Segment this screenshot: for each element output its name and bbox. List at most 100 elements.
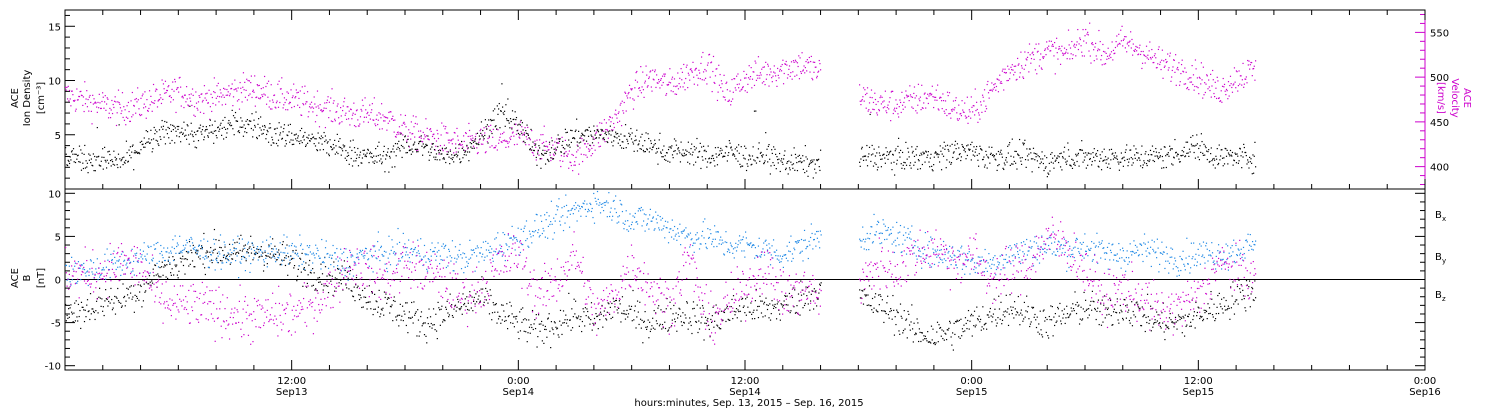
- bx-series-point: [989, 311, 991, 313]
- density-series-point: [977, 159, 979, 161]
- density-series-point: [319, 149, 321, 151]
- bx-series-point: [637, 311, 639, 313]
- velocity-series-point: [328, 117, 330, 119]
- density-series-point: [1022, 144, 1025, 146]
- velocity-series-point: [166, 89, 169, 92]
- density-series-point: [746, 163, 748, 165]
- velocity-series-point: [472, 137, 474, 139]
- bx-series-point: [1141, 306, 1143, 308]
- density-series-point: [110, 165, 112, 167]
- velocity-series-point: [984, 110, 986, 112]
- density-series-point: [414, 148, 416, 151]
- velocity-series-point: [656, 74, 658, 76]
- velocity-series-point: [1029, 54, 1031, 56]
- velocity-series-point: [515, 133, 518, 135]
- density-series-point: [471, 147, 473, 149]
- velocity-series-point: [347, 106, 349, 108]
- velocity-series-point: [1152, 62, 1154, 64]
- density-series-point: [316, 149, 319, 152]
- density-series-point: [280, 126, 282, 128]
- density-series-point: [205, 126, 208, 128]
- bx-series-point: [108, 296, 111, 298]
- bx-series-point: [146, 278, 148, 280]
- velocity-series-point: [710, 62, 712, 64]
- bx-series-point: [516, 321, 519, 323]
- density-series-point: [913, 155, 916, 158]
- density-series-point: [101, 156, 103, 158]
- velocity-series-point: [164, 80, 167, 82]
- density-series-point: [334, 139, 336, 141]
- velocity-series-point: [453, 131, 455, 134]
- density-series-point: [724, 152, 726, 154]
- velocity-series-point: [651, 90, 653, 92]
- density-series-point: [459, 161, 461, 164]
- density-series-point: [246, 131, 248, 134]
- velocity-series-point: [444, 128, 446, 130]
- bx-series-point: [918, 328, 920, 330]
- velocity-series-point: [859, 100, 861, 102]
- bx-series-point: [241, 250, 243, 252]
- velocity-series-point: [420, 130, 422, 132]
- bx-series-point: [627, 313, 630, 315]
- density-series-point: [722, 156, 724, 158]
- density-series-point: [1231, 155, 1233, 157]
- velocity-series-point: [1115, 41, 1117, 43]
- density-series-point: [477, 143, 479, 145]
- density-series-point: [152, 148, 154, 150]
- density-series-point: [630, 138, 633, 140]
- bx-series-point: [173, 259, 175, 261]
- density-series-point: [773, 146, 775, 148]
- velocity-series-point: [584, 143, 586, 145]
- bx-series-point: [600, 313, 602, 315]
- density-series-point: [379, 160, 381, 162]
- bx-series-point: [759, 295, 761, 297]
- bx-series-point: [133, 285, 135, 287]
- bx-series-point: [915, 333, 917, 335]
- bx-series-point: [657, 307, 659, 309]
- density-series-point: [448, 156, 450, 158]
- bx-series-point: [946, 329, 948, 331]
- velocity-series-point: [1011, 69, 1013, 71]
- bx-series-point: [452, 316, 454, 318]
- density-series-point: [589, 130, 592, 132]
- density-series-point: [184, 129, 186, 131]
- bx-series-point: [1001, 319, 1004, 321]
- density-series-point: [626, 140, 629, 142]
- bx-series-point: [689, 321, 692, 323]
- density-series-point: [220, 122, 222, 124]
- bx-series-point: [803, 304, 806, 307]
- density-series-point: [702, 159, 704, 161]
- density-series-point: [414, 141, 416, 143]
- bx-series-point: [973, 324, 975, 327]
- bx-series-point: [426, 317, 429, 319]
- density-series-point: [687, 141, 689, 143]
- velocity-series-point: [419, 136, 421, 138]
- density-series-point: [1247, 161, 1249, 163]
- velocity-series-point: [1164, 65, 1166, 67]
- velocity-series-point: [371, 103, 373, 105]
- velocity-series-point: [68, 89, 71, 92]
- velocity-series-point: [1023, 68, 1025, 70]
- bx-series-point: [921, 332, 923, 334]
- velocity-series-point: [277, 106, 280, 108]
- velocity-series-point: [1090, 62, 1092, 64]
- bx-series-point: [861, 289, 863, 292]
- velocity-series-point: [638, 87, 640, 90]
- density-series-point: [66, 164, 69, 167]
- velocity-series-point: [710, 61, 713, 63]
- bx-series-point: [783, 300, 785, 302]
- density-series-point: [1029, 148, 1031, 150]
- velocity-series-point: [548, 143, 551, 145]
- velocity-series-point: [119, 107, 122, 109]
- bx-series-point: [1069, 314, 1071, 316]
- density-series-point: [90, 158, 92, 160]
- velocity-series-point: [882, 101, 884, 103]
- velocity-series-point: [116, 112, 118, 114]
- velocity-series-point: [985, 105, 987, 107]
- bx-series-point: [489, 289, 491, 291]
- density-series-point: [730, 147, 732, 149]
- density-series-point: [295, 133, 297, 135]
- bx-series-point: [255, 251, 257, 253]
- density-series-point: [90, 162, 92, 164]
- bx-series-point: [95, 300, 98, 302]
